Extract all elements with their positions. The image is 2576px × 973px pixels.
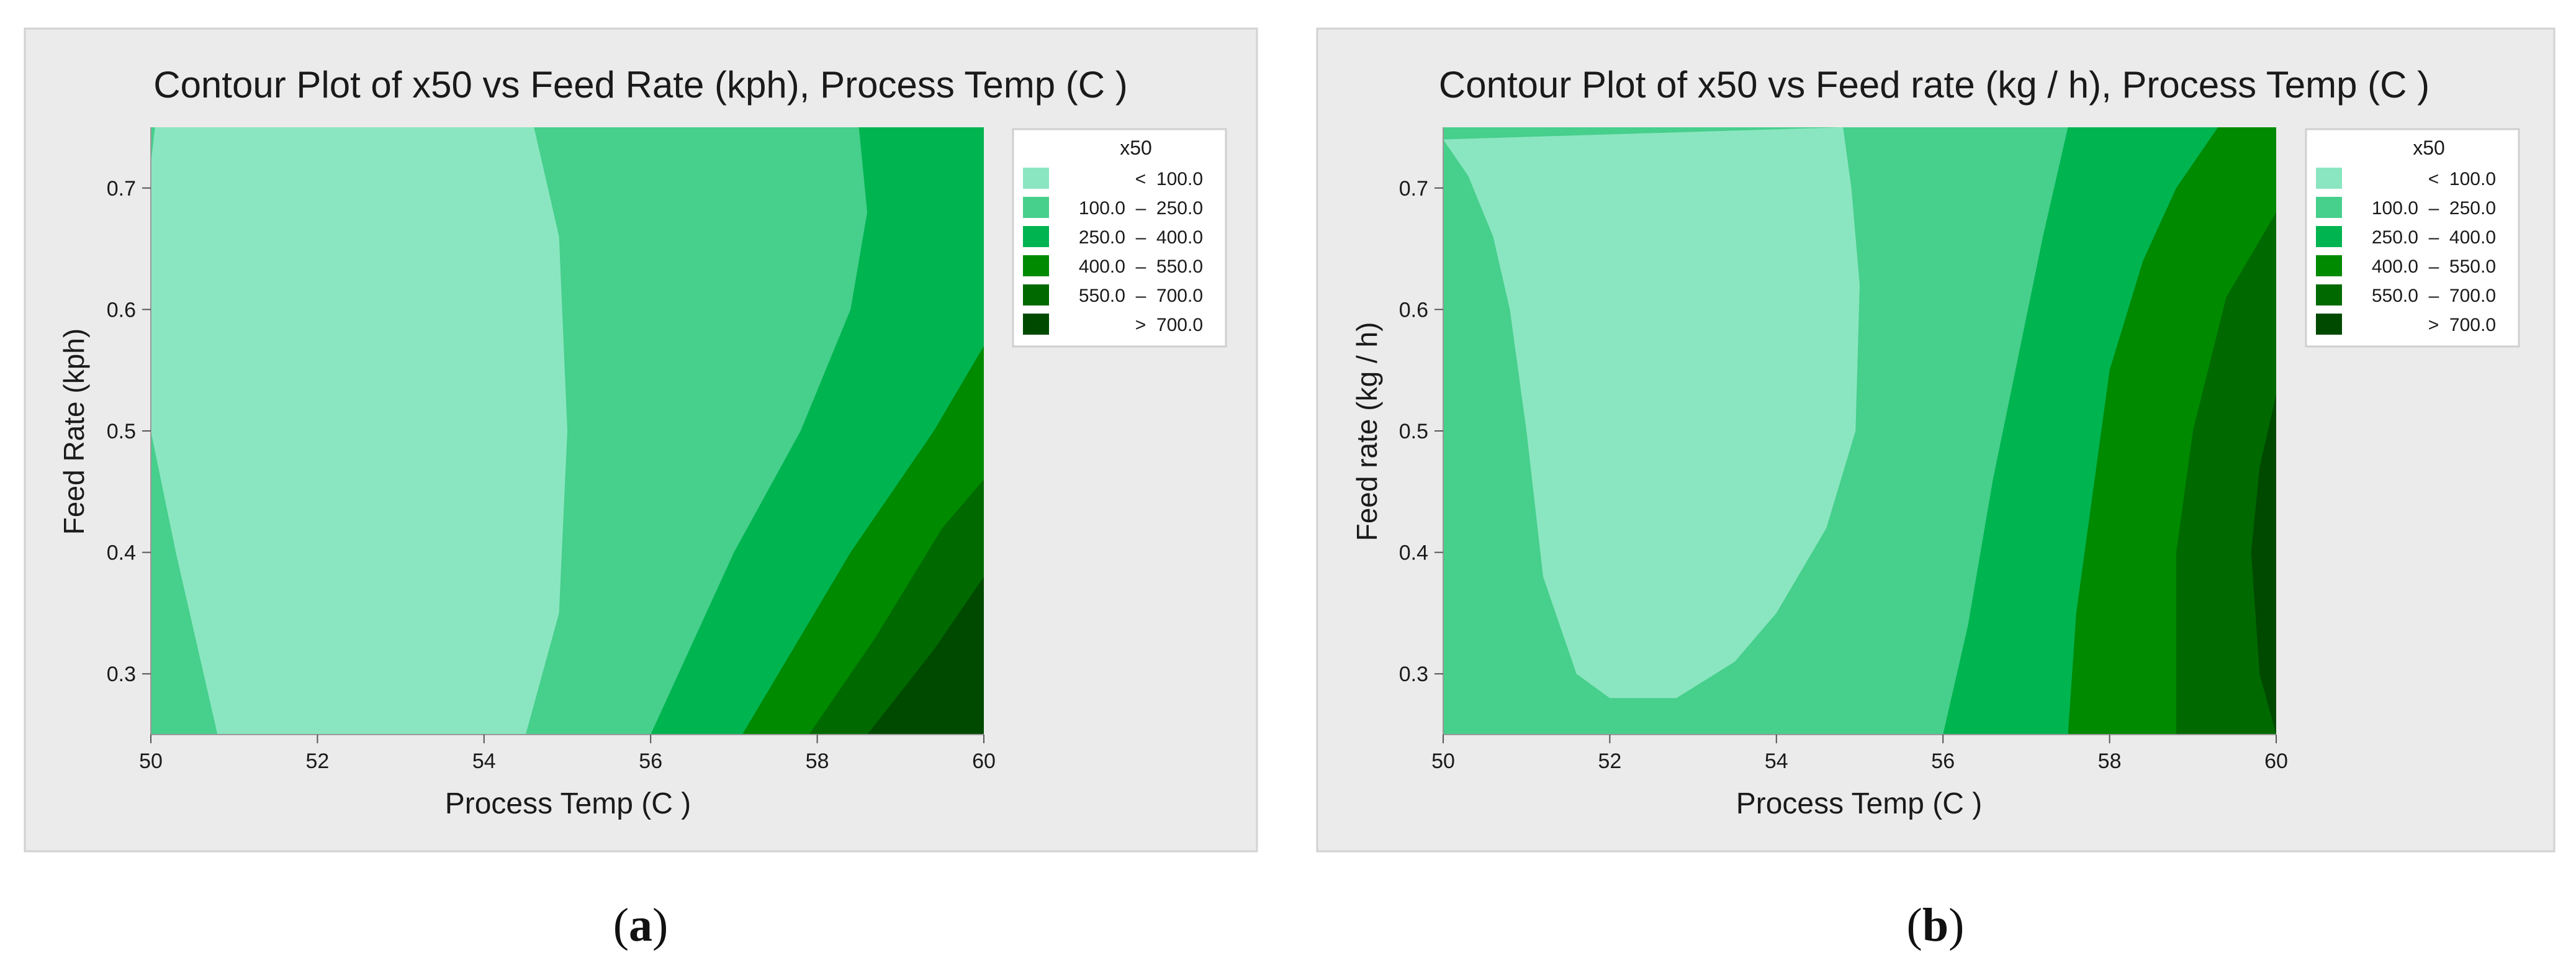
panel-a-legend-title: x50 [1120,137,1152,159]
legend-label-3: 250.0 – 400.0 [1079,227,1203,248]
panel-a: Contour Plot of x50 vs Feed Rate (kph), … [24,27,1258,853]
legend-swatch-5 [1023,284,1049,305]
legend-label-3: 250.0 – 400.0 [2372,227,2496,248]
contour-band-6 [2251,394,2276,735]
panel-b-ylabel: Feed rate (kg / h) [1351,322,1383,541]
contour-band-2-left [151,127,218,735]
legend-swatch-1 [1023,168,1049,189]
legend-swatch-6 [2316,314,2342,335]
panel-b: Contour Plot of x50 vs Feed rate (kg / h… [1316,27,2556,853]
y-tick-label: 0.4 [1399,541,1428,565]
legend-label-4: 400.0 – 550.0 [1079,256,1203,277]
legend-label-2: 100.0 – 250.0 [1079,198,1203,219]
legend-label-1: < 100.0 [1135,169,1203,189]
panel-b-caption: (b) [1907,899,1965,951]
y-tick-label: 0.6 [1399,298,1428,322]
y-tick-label: 0.5 [1399,420,1428,443]
panel-a-caption: (a) [613,899,669,951]
legend-swatch-2 [1023,197,1049,218]
x-tick-label: 50 [1431,749,1455,773]
panel-b-legend-entries: < 100.0 100.0 – 250.0 250.0 – 400.0 400.0 –… [2316,168,2496,335]
legend-label-5: 550.0 – 700.0 [2372,286,2496,306]
y-tick-label: 0.4 [107,541,136,565]
legend-swatch-6 [1023,314,1049,335]
panel-a-legend: x50 < 100.0 100.0 – 250.0 250.0 – 400.0 400… [1012,128,1227,348]
x-tick-label: 52 [1598,749,1621,773]
x-tick-label: 60 [2264,749,2288,773]
x-tick-label: 58 [806,749,829,773]
contour-band-5 [2176,212,2276,735]
x-tick-label: 52 [305,749,329,773]
legend-label-6: > 700.0 [2428,315,2496,335]
x-tick-label: 50 [139,749,163,773]
panel-a-ylabel: Feed Rate (kph) [58,328,90,535]
legend-swatch-4 [2316,255,2342,276]
panel-a-title: Contour Plot of x50 vs Feed Rate (kph), … [153,64,1128,106]
x-tick-label: 54 [1765,749,1788,773]
x-tick-label: 58 [2098,749,2122,773]
y-tick-label: 0.3 [1399,663,1428,686]
contour-band-1-core [1443,127,1860,699]
legend-swatch-3 [2316,226,2342,247]
panel-b-legend: x50 < 100.0 100.0 – 250.0 250.0 – 400.0 400… [2305,128,2520,348]
y-tick-label: 0.6 [107,298,136,322]
y-tick-label: 0.5 [107,420,136,443]
y-tick-label: 0.3 [107,663,136,686]
panel-a-plot-area [151,127,984,735]
x-tick-label: 54 [472,749,496,773]
panel-a-xlabel: Process Temp (C ) [445,787,691,820]
panel-b-legend-title: x50 [2413,137,2445,159]
legend-swatch-1 [2316,168,2342,189]
legend-label-4: 400.0 – 550.0 [2372,256,2496,277]
panel-b-title: Contour Plot of x50 vs Feed rate (kg / h… [1439,64,2430,106]
legend-swatch-2 [2316,197,2342,218]
panel-b-plot-area [1443,127,2276,735]
panel-a-caption-letter: a [629,899,652,951]
legend-swatch-4 [1023,255,1049,276]
legend-label-1: < 100.0 [2428,169,2496,189]
y-tick-label: 0.7 [1399,177,1428,201]
panel-a-legend-entries: < 100.0 100.0 – 250.0 250.0 – 400.0 400.0 –… [1023,168,1203,335]
legend-label-6: > 700.0 [1135,315,1203,335]
legend-label-5: 550.0 – 700.0 [1079,286,1203,306]
panel-a-axes: 50 52 54 56 58 60 0.3 0.4 0.5 0.6 0.7 [107,127,996,773]
x-tick-label: 60 [972,749,996,773]
x-tick-label: 56 [639,749,662,773]
contour-band-6 [867,576,984,735]
panel-b-xlabel: Process Temp (C ) [1736,787,1983,820]
y-tick-label: 0.7 [107,177,136,201]
legend-swatch-5 [2316,284,2342,305]
legend-label-2: 100.0 – 250.0 [2372,198,2496,219]
panel-b-axes: 50 52 54 56 58 60 0.3 0.4 0.5 0.6 0.7 [1399,127,2288,773]
legend-swatch-3 [1023,226,1049,247]
x-tick-label: 56 [1931,749,1955,773]
panel-b-caption-letter: b [1922,899,1948,951]
